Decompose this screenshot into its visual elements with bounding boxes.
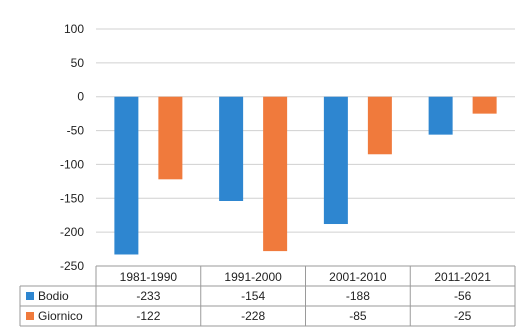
x-category-label: 2011-2021 xyxy=(434,270,491,284)
legend-label: Giornico xyxy=(38,309,83,323)
data-table-value: -154 xyxy=(241,289,265,303)
legend-label: Bodio xyxy=(38,289,69,303)
x-category-label: 1981-1990 xyxy=(120,270,178,284)
y-tick-label: 0 xyxy=(77,90,84,104)
legend-key-bodio xyxy=(26,292,34,300)
bar-giornico xyxy=(367,96,392,155)
y-tick-label: -50 xyxy=(67,124,85,138)
data-table-value: -233 xyxy=(136,289,160,303)
data-table-value: -25 xyxy=(454,309,472,323)
y-tick-label: -150 xyxy=(60,191,84,205)
bar-giornico xyxy=(472,96,497,114)
x-category-label: 1991-2000 xyxy=(224,270,282,284)
bar-giornico xyxy=(263,96,288,252)
y-tick-label: -200 xyxy=(60,225,84,239)
y-tick-label: -250 xyxy=(60,259,84,273)
data-table-value: -56 xyxy=(454,289,472,303)
data-table-value: -188 xyxy=(346,289,370,303)
bar-bodio xyxy=(219,96,244,201)
y-tick-label: -100 xyxy=(60,157,84,171)
bar-bodio xyxy=(114,96,139,255)
data-table-value: -122 xyxy=(136,309,160,323)
bar-bodio xyxy=(323,96,348,225)
x-category-label: 2001-2010 xyxy=(329,270,387,284)
data-table-value: -228 xyxy=(241,309,265,323)
bar-giornico xyxy=(158,96,183,180)
legend-key-giornico xyxy=(26,312,34,320)
data-table-value: -85 xyxy=(349,309,367,323)
y-tick-label: 100 xyxy=(64,22,84,36)
bar-bodio xyxy=(428,96,453,135)
y-tick-label: 50 xyxy=(71,56,85,70)
